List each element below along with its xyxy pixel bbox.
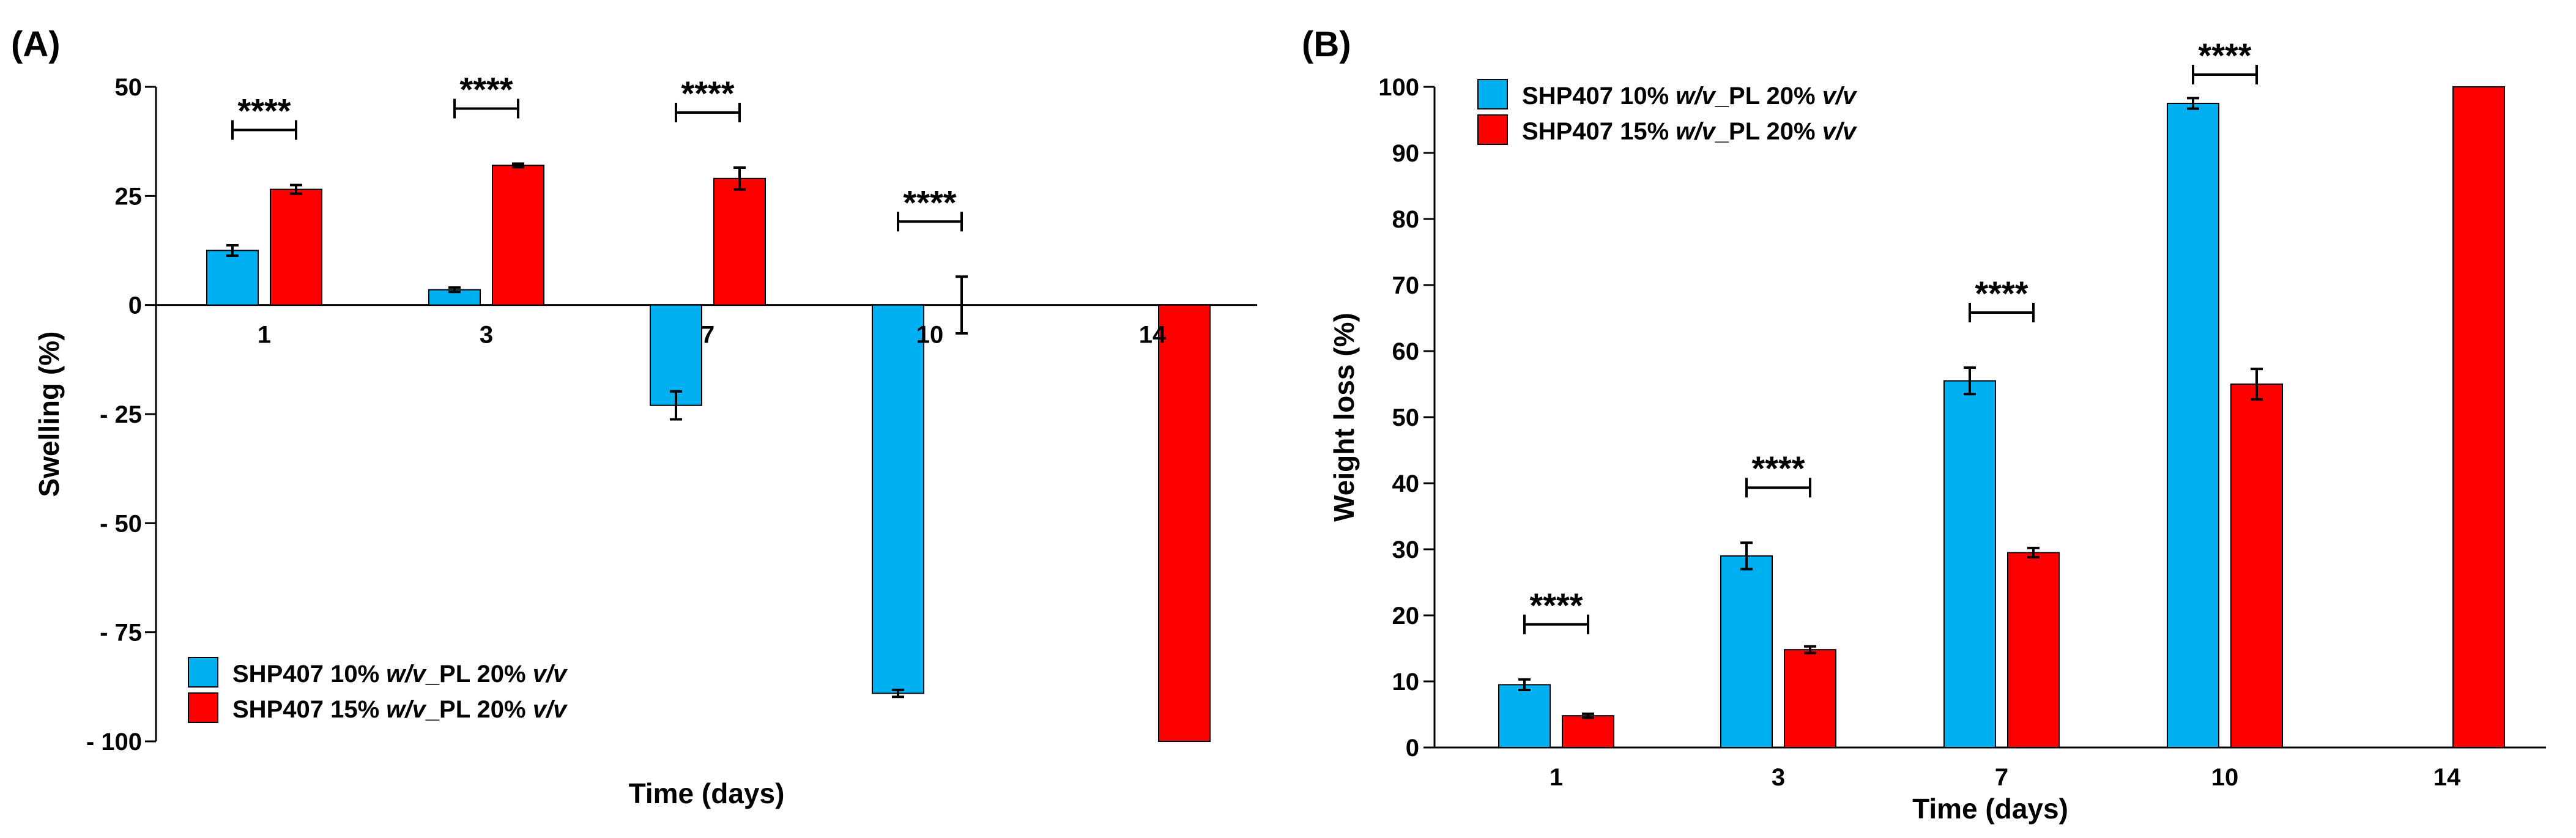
bar-1-day-3 xyxy=(1720,555,1773,748)
significance-label: **** xyxy=(681,74,734,113)
y-axis-title: Weight loss (%) xyxy=(1328,313,1360,522)
x-tick-label-day-14: 14 xyxy=(1139,322,1167,349)
bar-2-day-14 xyxy=(2452,86,2505,748)
x-tick-label-day-7: 7 xyxy=(1995,764,2008,791)
y-tick-label: 80 xyxy=(1392,206,1420,233)
bar-1-day-1 xyxy=(206,250,259,306)
bar-2-day-1 xyxy=(1562,715,1614,749)
panel-b: (B) 0 10 20 30 40 50 60 70 80 90 100 Weight loss (%)… xyxy=(1302,24,2546,825)
legend-label-2: SHP407 15% w/v_PL 20% v/v xyxy=(1522,118,1858,145)
legend-text-part: _PL 20% xyxy=(425,661,533,688)
x-tick-label-day-3: 3 xyxy=(480,322,493,349)
y-tick-label: - 100 xyxy=(86,729,142,755)
legend-italic-unit: v/v xyxy=(533,661,568,688)
significance-label: **** xyxy=(1529,586,1583,625)
legend-italic-unit: w/v xyxy=(386,661,427,688)
y-tick-label: 10 xyxy=(1392,669,1420,695)
y-tick-label: 50 xyxy=(1392,404,1420,431)
legend-text-part: SHP407 10% xyxy=(1522,83,1676,109)
bar-2-day-1 xyxy=(270,188,322,306)
y-tick-label: 100 xyxy=(1378,74,1419,101)
legend-text-part: SHP407 15% xyxy=(232,696,386,723)
y-tick-label: 20 xyxy=(1392,603,1420,629)
y-tick-label: 90 xyxy=(1392,140,1420,167)
x-axis-title: Time (days) xyxy=(629,777,785,809)
legend-label-2: SHP407 15% w/v_PL 20% v/v xyxy=(232,696,568,723)
bar-2-day-3 xyxy=(1784,649,1836,749)
bar-2-day-14 xyxy=(1158,304,1211,742)
y-tick-label: 70 xyxy=(1392,272,1420,299)
y-tick-label: 30 xyxy=(1392,536,1420,563)
y-tick-label: 0 xyxy=(1406,735,1419,762)
y-tick-label: 0 xyxy=(128,292,142,319)
panel-a: (A) 50 25 0 - 25 - 50 - 75 - 100 Swelling (%) Tim… xyxy=(11,24,1257,809)
bar-2-day-3 xyxy=(492,165,544,306)
bar-1-day-10 xyxy=(872,304,924,694)
x-tick-label-day-1: 1 xyxy=(258,322,271,349)
panel-label: (A) xyxy=(11,24,61,64)
legend-text-part: _PL 20% xyxy=(1715,118,1822,145)
bar-1-day-10 xyxy=(2167,103,2219,748)
significance-label: **** xyxy=(459,70,513,109)
legend-italic-unit: w/v xyxy=(386,696,427,723)
legend-text-part: SHP407 15% xyxy=(1522,118,1676,145)
x-axis-title: Time (days) xyxy=(1912,793,2068,825)
legend-label-1: SHP407 10% w/v_PL 20% v/v xyxy=(232,661,568,688)
bar-2-day-7 xyxy=(2007,552,2060,749)
legend-swatch-2 xyxy=(1477,114,1508,145)
bar-2-day-7 xyxy=(713,177,766,306)
legend-italic-unit: v/v xyxy=(533,696,568,723)
y-tick-label: 50 xyxy=(115,74,143,101)
y-tick-label: - 75 xyxy=(100,620,142,647)
legend-swatch-2 xyxy=(188,692,218,723)
legend-text-part: _PL 20% xyxy=(425,696,533,723)
bar-1-day-1 xyxy=(1498,684,1551,749)
x-tick-label-day-10: 10 xyxy=(916,322,944,349)
y-tick-label: 25 xyxy=(115,183,143,210)
y-tick-label: 40 xyxy=(1392,470,1420,497)
legend-text-part: SHP407 10% xyxy=(232,661,386,688)
legend-italic-unit: w/v xyxy=(1676,118,1717,145)
legend-italic-unit: w/v xyxy=(1676,83,1717,109)
significance-label: **** xyxy=(2198,36,2251,75)
significance-label: **** xyxy=(903,183,956,221)
legend-text-part: _PL 20% xyxy=(1715,83,1822,109)
significance-label: **** xyxy=(237,92,291,130)
bar-1-day-7 xyxy=(650,304,702,406)
bar-2-day-10 xyxy=(2230,384,2283,748)
legend-swatch-1 xyxy=(1477,79,1508,109)
legend-italic-unit: v/v xyxy=(1822,83,1858,109)
y-tick-label: 60 xyxy=(1392,338,1420,365)
significance-label: **** xyxy=(1975,274,2028,313)
y-tick-label: - 50 xyxy=(100,510,142,537)
significance-label: **** xyxy=(1751,449,1805,488)
legend-label-1: SHP407 10% w/v_PL 20% v/v xyxy=(1522,83,1858,109)
bar-1-day-7 xyxy=(1943,380,1996,748)
x-tick-label-day-1: 1 xyxy=(1550,764,1563,791)
legend-italic-unit: v/v xyxy=(1822,118,1858,145)
y-axis-title: Swelling (%) xyxy=(33,332,65,497)
x-tick-label-day-7: 7 xyxy=(701,322,715,349)
x-tick-label-day-10: 10 xyxy=(2211,764,2239,791)
y-tick-label: - 25 xyxy=(100,401,142,428)
x-tick-label-day-14: 14 xyxy=(2433,764,2461,791)
legend-swatch-1 xyxy=(188,657,218,688)
panel-label: (B) xyxy=(1302,24,1351,64)
x-tick-label-day-3: 3 xyxy=(1772,764,1785,791)
